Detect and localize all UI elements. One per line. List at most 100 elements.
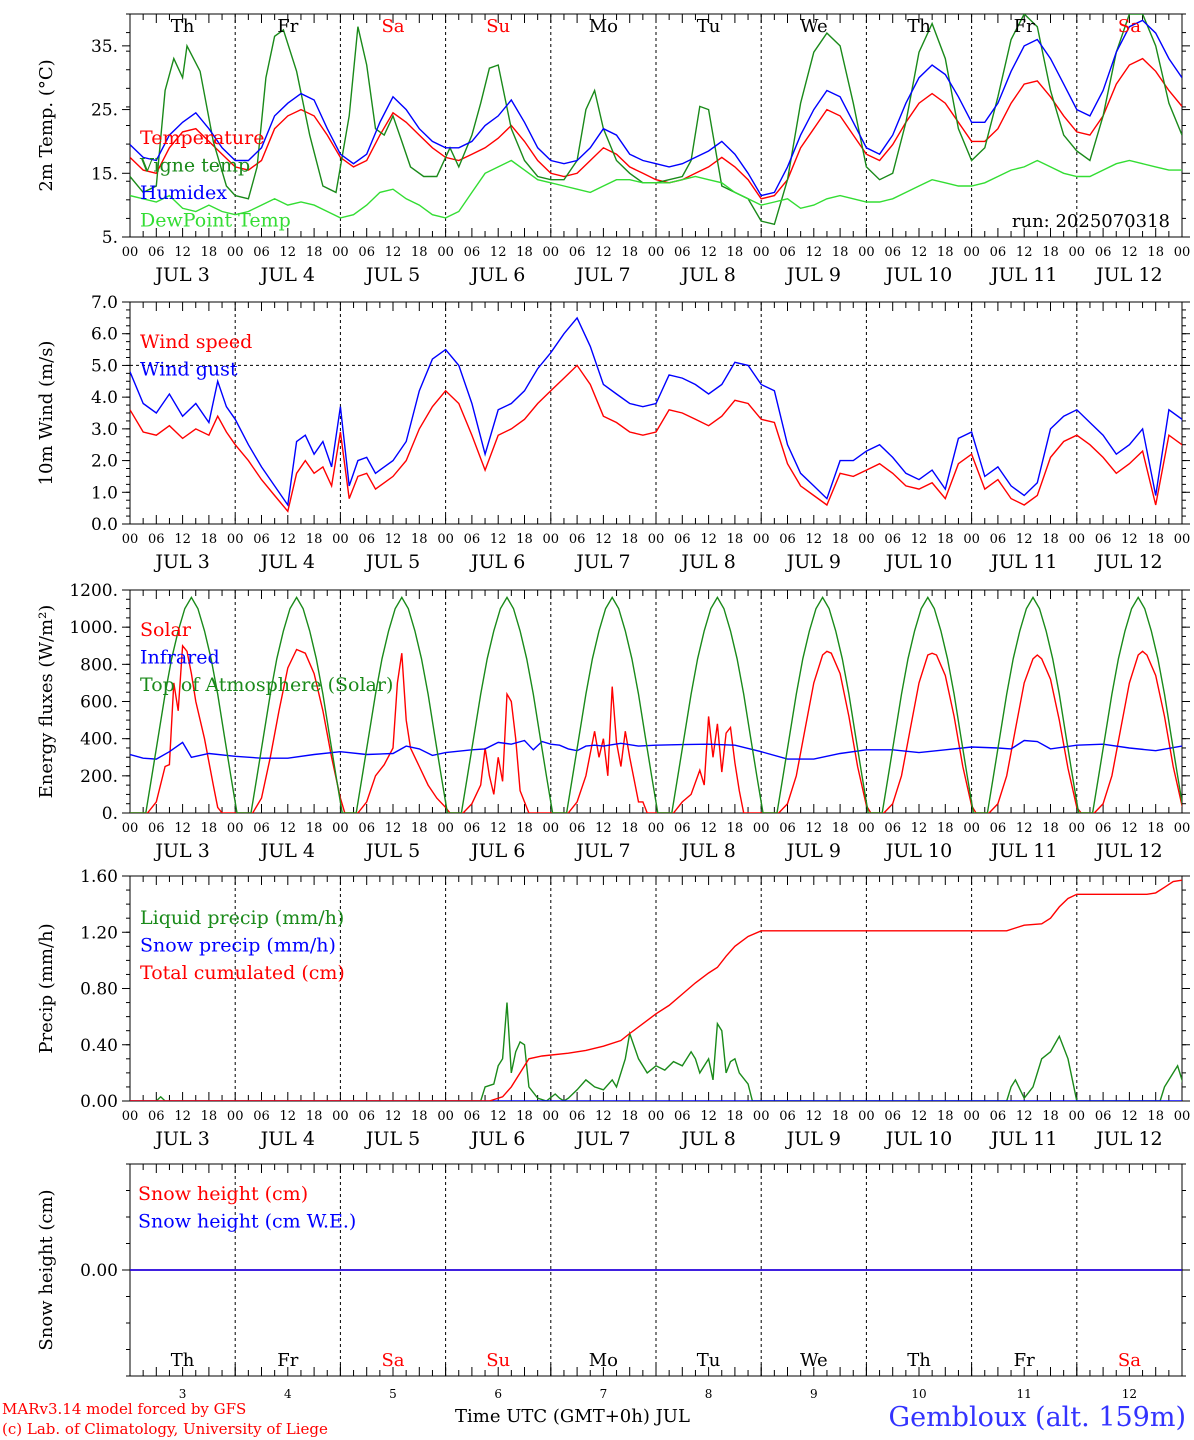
hour-tick-label: 12 [700, 245, 717, 260]
weekday-label: Tu [697, 16, 721, 37]
hour-tick-label: 00 [332, 821, 349, 836]
y-tick-label: 1.0 [91, 483, 118, 503]
hour-tick-label: 18 [727, 532, 744, 547]
hour-tick-label: 06 [358, 1109, 375, 1124]
y-tick-label: 1.60 [80, 867, 118, 887]
series-line-1 [130, 364, 1182, 513]
y-tick-label: 6.0 [91, 325, 118, 345]
hour-tick-label: 18 [1042, 821, 1059, 836]
hour-tick-label: 18 [201, 1109, 218, 1124]
legend-entry: Snow precip (mm/h) [140, 935, 336, 957]
hour-tick-label: 06 [253, 1109, 270, 1124]
hour-tick-label: 12 [595, 821, 612, 836]
hour-tick-label: 00 [1174, 821, 1191, 836]
hour-tick-label: 06 [674, 532, 691, 547]
legend-entry: Solar [140, 619, 192, 641]
hour-tick-label: 18 [306, 245, 323, 260]
weekday-label: Th [171, 16, 195, 37]
hour-tick-label: 18 [411, 821, 428, 836]
date-label: JUL 3 [153, 840, 209, 862]
date-label: JUL 9 [785, 840, 841, 862]
weekday-label: Su [486, 1350, 510, 1371]
hour-tick-label: 12 [806, 821, 823, 836]
weekday-label: We [800, 16, 828, 37]
hour-tick-label: 18 [306, 821, 323, 836]
date-label: JUL 5 [364, 840, 420, 862]
y-tick-label: 800. [80, 655, 118, 675]
y-tick-label: 1.20 [80, 923, 118, 943]
panel-4: 0.00 0.40 0.80 1.20 1.60 Precip (mm/h) Liquid … [36, 867, 1191, 1150]
y-tick-label: 2.0 [91, 452, 118, 472]
y-tick-label: 0.40 [80, 1036, 118, 1056]
hour-tick-label: 00 [1069, 1109, 1086, 1124]
hour-tick-label: 12 [280, 532, 297, 547]
hour-tick-label: 18 [516, 821, 533, 836]
hour-tick-label: 00 [332, 1109, 349, 1124]
y-axis-label: Snow height (cm) [36, 1189, 57, 1350]
hour-tick-label: 18 [1042, 1109, 1059, 1124]
weekday-label: Th [907, 1350, 931, 1371]
hour-tick-label: 06 [569, 821, 586, 836]
date-label: JUL 6 [469, 840, 525, 862]
y-tick-label: 200. [80, 767, 118, 787]
hour-tick-label: 00 [1174, 245, 1191, 260]
day-number-label: 12 [1122, 1387, 1137, 1401]
y-tick-label: 25. [91, 101, 118, 121]
weekday-label: Fr [277, 16, 298, 37]
date-label: JUL 11 [989, 840, 1057, 862]
date-label: JUL 11 [989, 264, 1057, 286]
day-number-label: 6 [494, 1387, 502, 1401]
hour-tick-label: 00 [753, 245, 770, 260]
y-tick-label: 15. [91, 164, 118, 184]
hour-tick-label: 06 [990, 821, 1007, 836]
hour-tick-label: 06 [358, 532, 375, 547]
weekday-label: Sa [1118, 1350, 1141, 1371]
hour-tick-label: 18 [727, 245, 744, 260]
date-label: JUL 5 [364, 551, 420, 573]
date-label: JUL 11 [989, 551, 1057, 573]
date-label: JUL 5 [364, 264, 420, 286]
hour-tick-label: 00 [648, 1109, 665, 1124]
hour-tick-label: 18 [411, 1109, 428, 1124]
weekday-label: Fr [1014, 16, 1035, 37]
hour-tick-label: 00 [1174, 1109, 1191, 1124]
hour-tick-label: 06 [464, 245, 481, 260]
hour-tick-label: 12 [595, 245, 612, 260]
hour-tick-label: 00 [858, 245, 875, 260]
hour-tick-label: 00 [122, 821, 139, 836]
hour-tick-label: 18 [1042, 245, 1059, 260]
hour-tick-label: 06 [990, 245, 1007, 260]
y-tick-label: 400. [80, 730, 118, 750]
day-number-label: 11 [1017, 1387, 1032, 1401]
hour-tick-label: 06 [148, 532, 165, 547]
series-line-4 [130, 159, 1182, 219]
hour-tick-label: 06 [884, 1109, 901, 1124]
series-line-3 [130, 879, 1182, 1101]
hour-tick-label: 00 [648, 245, 665, 260]
hour-tick-label: 00 [648, 532, 665, 547]
hour-tick-label: 00 [437, 245, 454, 260]
day-number-label: 3 [179, 1387, 187, 1401]
hour-tick-label: 06 [569, 1109, 586, 1124]
y-tick-label: 5. [102, 228, 118, 248]
panel-5: 0.00 Snow height (cm) Snow height (cm) Snow… [36, 1163, 1190, 1401]
hour-tick-label: 12 [385, 1109, 402, 1124]
hour-tick-label: 00 [753, 532, 770, 547]
time-axis-label: Time UTC (GMT+0h) JUL [455, 1406, 690, 1427]
hour-tick-label: 06 [674, 1109, 691, 1124]
y-tick-label: 0.00 [80, 1261, 118, 1281]
hour-tick-label: 12 [806, 1109, 823, 1124]
hour-tick-label: 12 [806, 532, 823, 547]
hour-tick-label: 18 [411, 532, 428, 547]
hour-tick-label: 12 [911, 1109, 928, 1124]
day-number-label: 5 [389, 1387, 397, 1401]
hour-tick-label: 00 [543, 532, 560, 547]
hour-tick-label: 12 [1121, 532, 1138, 547]
hour-tick-label: 12 [385, 821, 402, 836]
date-label: JUL 9 [785, 264, 841, 286]
hour-tick-label: 12 [1016, 821, 1033, 836]
date-label: JUL 8 [679, 1128, 735, 1150]
hour-tick-label: 12 [280, 1109, 297, 1124]
hour-tick-label: 12 [490, 532, 507, 547]
hour-tick-label: 00 [963, 821, 980, 836]
